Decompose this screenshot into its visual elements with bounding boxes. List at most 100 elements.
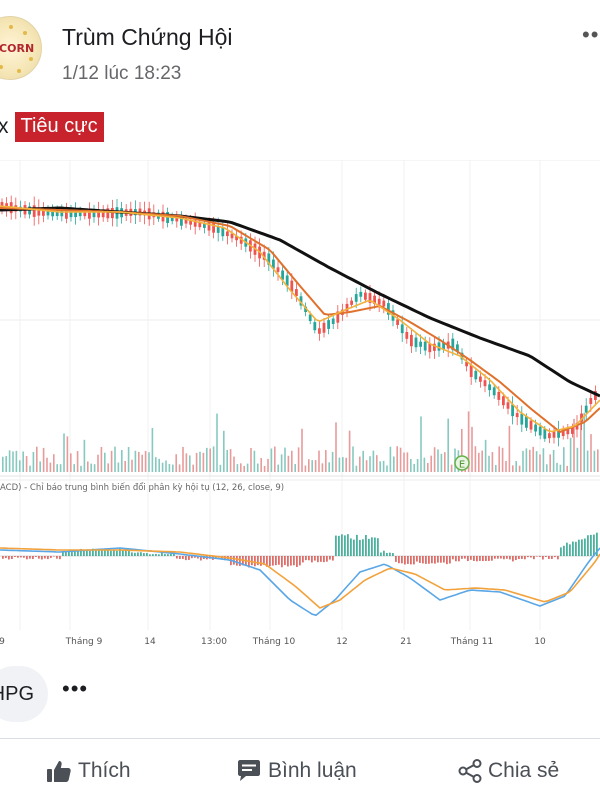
macd-histogram-bar (290, 556, 292, 566)
macd-histogram-bar (56, 556, 58, 559)
more-tags-button[interactable]: ••• (62, 676, 89, 701)
candle-body (594, 391, 597, 400)
macd-histogram-bar (374, 537, 376, 556)
volume-bar (93, 464, 96, 472)
candle-body (272, 259, 275, 269)
macd-histogram-bar (584, 538, 586, 556)
candle-body (304, 306, 307, 313)
volume-bar (32, 451, 35, 472)
volume-bar (192, 464, 194, 472)
macd-histogram-bar (326, 556, 328, 562)
macd-histogram-bar (23, 556, 25, 558)
candle-body (193, 220, 197, 227)
candle-body (322, 322, 326, 333)
volume-bar (110, 450, 113, 472)
macd-histogram-bar (122, 550, 124, 556)
stock-tag-chip[interactable]: HPG (0, 666, 48, 722)
volume-bar (522, 450, 524, 472)
volume-bar (491, 452, 494, 472)
macd-histogram-bar (506, 556, 508, 559)
macd-histogram-bar (371, 537, 373, 556)
action-divider (0, 738, 600, 739)
more-options-button[interactable]: ••• (582, 22, 600, 47)
volume-bar (240, 463, 242, 472)
post-timestamp[interactable]: 1/12 lúc 18:23 (62, 63, 182, 84)
volume-bar (104, 452, 106, 472)
macd-histogram-bar (125, 548, 127, 556)
macd-indicator-label: ACD) - Chỉ báo trung bình biến đổi phân … (0, 482, 284, 493)
x-tick-label: 12 (336, 637, 347, 647)
candle-body (189, 220, 192, 225)
volume-bar (100, 447, 103, 472)
volume-bar (243, 465, 245, 472)
candle-body (534, 424, 537, 432)
like-button[interactable]: Thích (46, 754, 131, 788)
volume-bar (382, 460, 385, 472)
macd-histogram-bar (437, 556, 439, 563)
candle-body (557, 429, 560, 438)
macd-histogram-bar (332, 556, 334, 561)
stock-chart[interactable]: E ACD) - Chỉ báo trung bình biến đổi phâ… (0, 160, 600, 652)
volume-bar (304, 465, 307, 472)
candle-body (548, 433, 551, 439)
candle-body (239, 236, 243, 244)
macd-histogram-bar (452, 556, 454, 560)
volume-bar (155, 457, 157, 472)
candle-body (506, 402, 510, 409)
share-button[interactable]: Chia sẻ (458, 754, 559, 788)
candle-body (552, 431, 556, 438)
macd-histogram-bar (395, 556, 397, 562)
macd-histogram-bar (128, 550, 130, 556)
comment-icon (238, 760, 260, 781)
macd-histogram-bar (509, 556, 511, 560)
volume-bar (389, 446, 392, 472)
author-name[interactable]: Trùm Chứng Hội (62, 24, 233, 50)
macd-histogram-bar (272, 556, 274, 566)
avatar[interactable]: PCORN (0, 16, 42, 80)
volume-bar (508, 425, 511, 472)
volume-event-marker: E (454, 455, 470, 471)
macd-histogram-bar (167, 554, 169, 556)
candle-body (419, 341, 422, 347)
volume-bar (148, 452, 150, 472)
macd-histogram-bar (392, 553, 394, 556)
macd-histogram-bar (587, 535, 589, 556)
volume-bar (216, 413, 218, 472)
candle-body (46, 209, 50, 216)
macd-histogram-bar (482, 556, 484, 562)
macd-histogram-bar (434, 556, 436, 564)
volume-bar (447, 418, 449, 472)
volume-bar (403, 452, 405, 472)
candle-body (92, 210, 96, 218)
macd-histogram-bar (539, 556, 541, 557)
thumbs-up-icon (47, 761, 71, 782)
macd-histogram-bar (17, 556, 19, 558)
macd-histogram-bar (503, 556, 505, 560)
volume-bar (423, 457, 426, 472)
macd-histogram-bar (170, 553, 172, 556)
candle-body (414, 337, 418, 348)
candle-body (331, 318, 335, 324)
candle-body (525, 416, 528, 428)
volume-bar (352, 446, 354, 472)
candle-body (101, 209, 105, 218)
comment-button[interactable]: Bình luận (236, 754, 357, 788)
candle-body (543, 429, 547, 439)
volume-bar (369, 456, 371, 472)
macd-histogram-bar (5, 556, 7, 559)
volume-bar (274, 446, 276, 472)
volume-bar (297, 447, 300, 472)
volume-bar (127, 447, 130, 472)
candle-body (276, 267, 280, 272)
volume-bar (236, 464, 239, 472)
candle-body (483, 380, 487, 387)
volume-bar (549, 454, 551, 472)
macd-histogram-bar (578, 539, 580, 556)
sentiment-tag[interactable]: Tiêu cực (14, 112, 104, 142)
volume-bar (22, 451, 24, 472)
macd-histogram-bar (488, 556, 490, 561)
volume-bar (212, 446, 215, 472)
macd-histogram-bar (461, 556, 463, 559)
candle-body (170, 215, 174, 222)
candle-body (180, 214, 183, 226)
